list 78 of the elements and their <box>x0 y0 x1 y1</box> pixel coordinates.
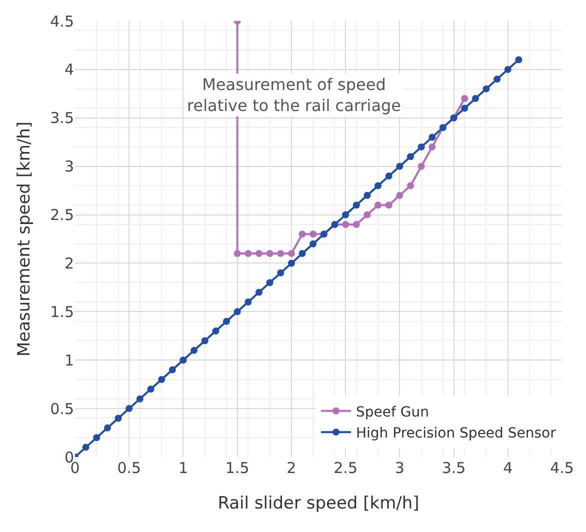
point <box>168 366 176 374</box>
point <box>364 192 371 199</box>
point <box>158 376 166 383</box>
point <box>310 230 317 238</box>
point <box>180 356 187 364</box>
point <box>266 279 274 286</box>
point <box>472 95 479 102</box>
y-tick-label: 0.5 <box>50 400 74 418</box>
y-tick-label: 4.5 <box>50 12 74 30</box>
point <box>342 220 350 228</box>
point <box>288 260 295 267</box>
point <box>428 143 436 150</box>
x-axis-title: Rail slider speed [km/h] <box>218 493 420 514</box>
point <box>482 85 490 92</box>
point <box>244 298 252 306</box>
point <box>136 395 144 402</box>
point <box>385 202 392 209</box>
point <box>298 250 306 258</box>
y-tick-label: 1.5 <box>50 302 74 321</box>
point <box>418 162 425 170</box>
legend-label: High Precision Speed Sensor <box>356 426 556 442</box>
point <box>201 337 208 344</box>
point <box>396 192 404 199</box>
point <box>288 250 295 258</box>
point <box>428 134 436 141</box>
point <box>234 308 241 316</box>
point <box>190 346 198 354</box>
point <box>352 202 360 209</box>
x-tick-label: 1 <box>178 459 188 477</box>
point <box>396 162 404 170</box>
point <box>342 211 350 218</box>
x-tick-label: 4 <box>503 459 513 477</box>
point <box>277 269 284 276</box>
y-tick-label: 4 <box>64 60 74 79</box>
point <box>406 182 414 190</box>
point <box>298 230 306 238</box>
x-tick-label: 2.5 <box>334 459 358 477</box>
x-tick-label: 4.5 <box>550 459 574 477</box>
point <box>504 66 512 73</box>
point <box>93 434 100 442</box>
point <box>461 104 468 112</box>
point <box>352 220 360 228</box>
point <box>374 202 382 209</box>
x-tick-label: 3.5 <box>442 459 466 477</box>
point <box>255 250 262 258</box>
y-tick-label: 2 <box>64 254 74 272</box>
point <box>418 143 425 150</box>
y-tick-label: 1 <box>64 351 74 370</box>
point <box>212 328 220 335</box>
point <box>147 386 154 393</box>
legend-label: Speef Gun <box>356 404 429 420</box>
x-tick-label: 1.5 <box>225 459 250 477</box>
point <box>266 250 274 258</box>
point <box>126 405 133 412</box>
x-tick-label: 0.5 <box>117 459 142 477</box>
x-tick-label: 3 <box>394 459 404 477</box>
point <box>277 250 284 258</box>
point <box>104 424 111 432</box>
point <box>385 172 392 180</box>
point <box>234 250 241 258</box>
point <box>82 444 90 451</box>
y-tick-label: 3 <box>64 158 74 176</box>
point <box>515 56 522 64</box>
annotation: Measurement of speed relative to the rail carriage <box>187 75 402 115</box>
x-tick-label: 2 <box>286 459 296 477</box>
y-tick-label: 2.5 <box>50 206 74 224</box>
point <box>223 318 230 325</box>
point <box>494 76 501 83</box>
point <box>374 182 382 190</box>
point <box>364 211 371 218</box>
point <box>461 95 468 102</box>
point <box>406 153 414 160</box>
point <box>310 240 317 248</box>
y-tick-label: 3.5 <box>50 109 74 128</box>
point <box>244 250 252 258</box>
y-axis-title: Measurement speed [km/h] <box>14 121 35 357</box>
point <box>114 414 122 422</box>
point <box>255 288 262 296</box>
